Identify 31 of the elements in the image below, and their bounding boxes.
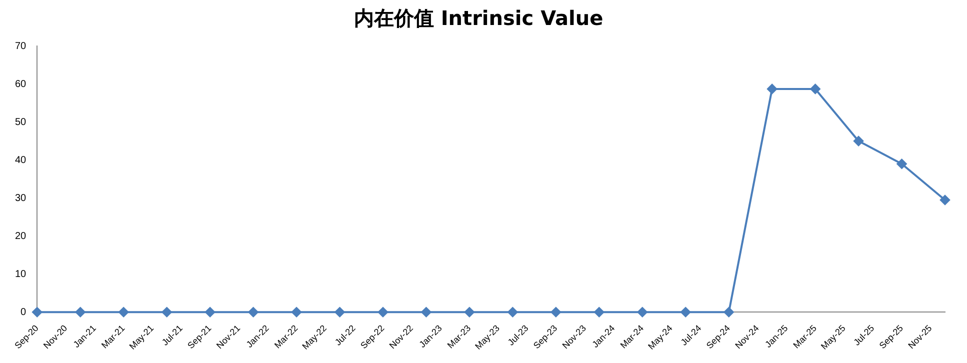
y-tick-label: 0 xyxy=(20,306,27,318)
point xyxy=(594,307,604,318)
point xyxy=(334,307,345,318)
y-tick-label: 60 xyxy=(15,78,27,90)
chart-title: 内在价值 Intrinsic Value xyxy=(354,6,604,30)
point xyxy=(248,307,258,318)
point xyxy=(292,307,302,318)
point xyxy=(896,158,907,169)
point xyxy=(205,307,216,318)
point xyxy=(680,307,691,318)
point xyxy=(767,84,778,94)
point xyxy=(421,307,432,318)
point xyxy=(118,307,129,318)
point xyxy=(550,307,561,318)
point xyxy=(162,307,172,318)
y-tick-label: 70 xyxy=(15,40,27,52)
y-tick-label: 20 xyxy=(15,230,27,242)
point xyxy=(810,84,820,94)
y-tick-label: 50 xyxy=(15,116,27,128)
point xyxy=(724,307,734,318)
point xyxy=(378,307,388,318)
point xyxy=(75,307,86,318)
y-tick-label: 30 xyxy=(15,192,27,204)
y-tick-label: 40 xyxy=(15,154,27,166)
point xyxy=(464,307,474,318)
point xyxy=(940,194,950,205)
point xyxy=(508,307,518,318)
point xyxy=(637,307,648,318)
y-tick-label: 10 xyxy=(15,268,27,280)
point xyxy=(854,136,864,146)
point xyxy=(32,307,42,318)
